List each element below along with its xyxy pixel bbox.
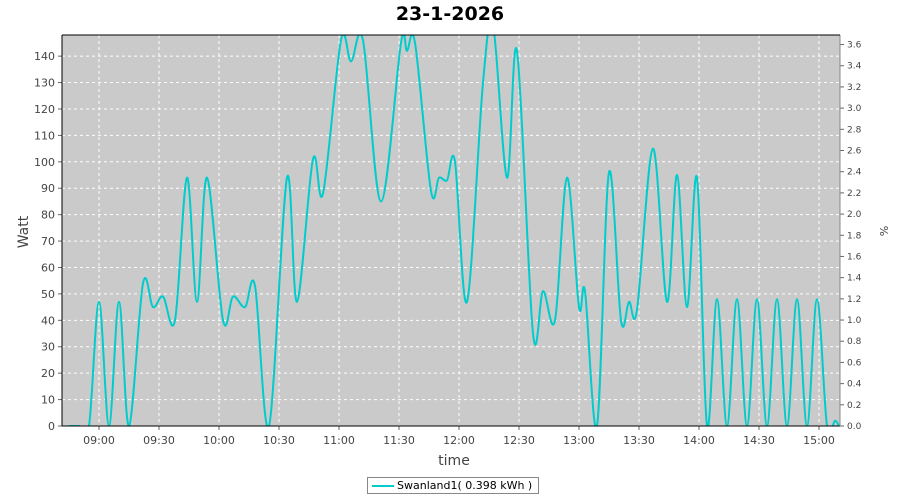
y-tick-label: 20 (41, 367, 55, 380)
y-tick-label: 110 (34, 129, 55, 142)
x-tick-label: 09:00 (83, 434, 115, 447)
y2-tick-label: 3.0 (847, 104, 862, 114)
y-tick-label: 120 (34, 103, 55, 116)
legend: Swanland1( 0.398 kWh ) (367, 477, 540, 494)
chart-title: 23-1-2026 (395, 3, 505, 25)
x-tick-label: 12:30 (503, 434, 535, 447)
x-tick-label: 14:30 (743, 434, 775, 447)
y2-tick-label: 2.4 (847, 168, 862, 178)
y2-tick-label: 0.8 (847, 337, 862, 347)
y2-tick-label: 1.4 (847, 274, 862, 284)
grid (62, 35, 840, 426)
y2-tick-label: 2.6 (847, 146, 862, 156)
x-tick-label: 10:00 (203, 434, 235, 447)
y2-tick-label: 2.0 (847, 210, 862, 220)
x-tick-label: 14:00 (683, 434, 715, 447)
y-tick-label: 130 (34, 77, 55, 90)
legend-swatch (372, 484, 394, 487)
series-line-swanland1 (69, 35, 840, 426)
y-tick-label: 140 (34, 50, 55, 63)
y-tick-label: 30 (41, 341, 55, 354)
x-tick-label: 13:30 (623, 434, 655, 447)
x-tick-label: 13:00 (563, 434, 595, 447)
y-tick-label: 60 (41, 261, 55, 274)
y2-tick-label: 3.4 (847, 62, 862, 72)
y2-tick-label: 2.2 (847, 189, 861, 199)
y-tick-label: 10 (41, 394, 55, 407)
x-tick-label: 11:30 (383, 434, 415, 447)
y2-tick-label: 0.4 (847, 380, 862, 390)
y-tick-label: 80 (41, 209, 55, 222)
y2-tick-label: 0.6 (847, 358, 862, 368)
y-tick-label: 0 (48, 420, 55, 433)
x-tick-label: 09:30 (143, 434, 175, 447)
x-tick-label: 12:00 (443, 434, 475, 447)
x-tick-label: 11:00 (323, 434, 355, 447)
x-tick-label: 15:00 (803, 434, 835, 447)
y-tick-label: 90 (41, 182, 55, 195)
x-axis-ticks: 09:00 09:30 10:00 10:30 11:00 11:30 12:00 12:30… (83, 426, 835, 447)
y-tick-label: 40 (41, 314, 55, 327)
y2-tick-label: 2.8 (847, 125, 862, 135)
y2-axis-ticks: 0.0 0.2 0.4 0.6 0.8 1.0 1.2 1.4 1.6 1.8 2.0 2.2 2.4 2… (840, 41, 862, 432)
x-tick-label: 10:30 (263, 434, 295, 447)
y2-tick-label: 0.2 (847, 401, 861, 411)
y2-tick-label: 1.2 (847, 295, 861, 305)
legend-label: Swanland1( 0.398 kWh ) (397, 479, 533, 492)
y2-axis-label: % (877, 226, 890, 236)
y2-tick-label: 1.0 (847, 316, 862, 326)
y2-tick-label: 3.6 (847, 41, 862, 51)
y-tick-label: 70 (41, 235, 55, 248)
y2-tick-label: 0.0 (847, 422, 862, 432)
y2-tick-label: 1.6 (847, 252, 862, 262)
y-tick-label: 100 (34, 156, 55, 169)
y-axis-ticks: 0 10 20 30 40 50 60 70 80 90 100 110 120 130 140 (34, 50, 62, 433)
y-axis-label: Watt (16, 215, 32, 248)
x-axis-label: time (438, 453, 470, 469)
y-tick-label: 50 (41, 288, 55, 301)
y2-tick-label: 3.2 (847, 83, 861, 93)
plot-background (62, 35, 840, 426)
y2-tick-label: 1.8 (847, 231, 862, 241)
